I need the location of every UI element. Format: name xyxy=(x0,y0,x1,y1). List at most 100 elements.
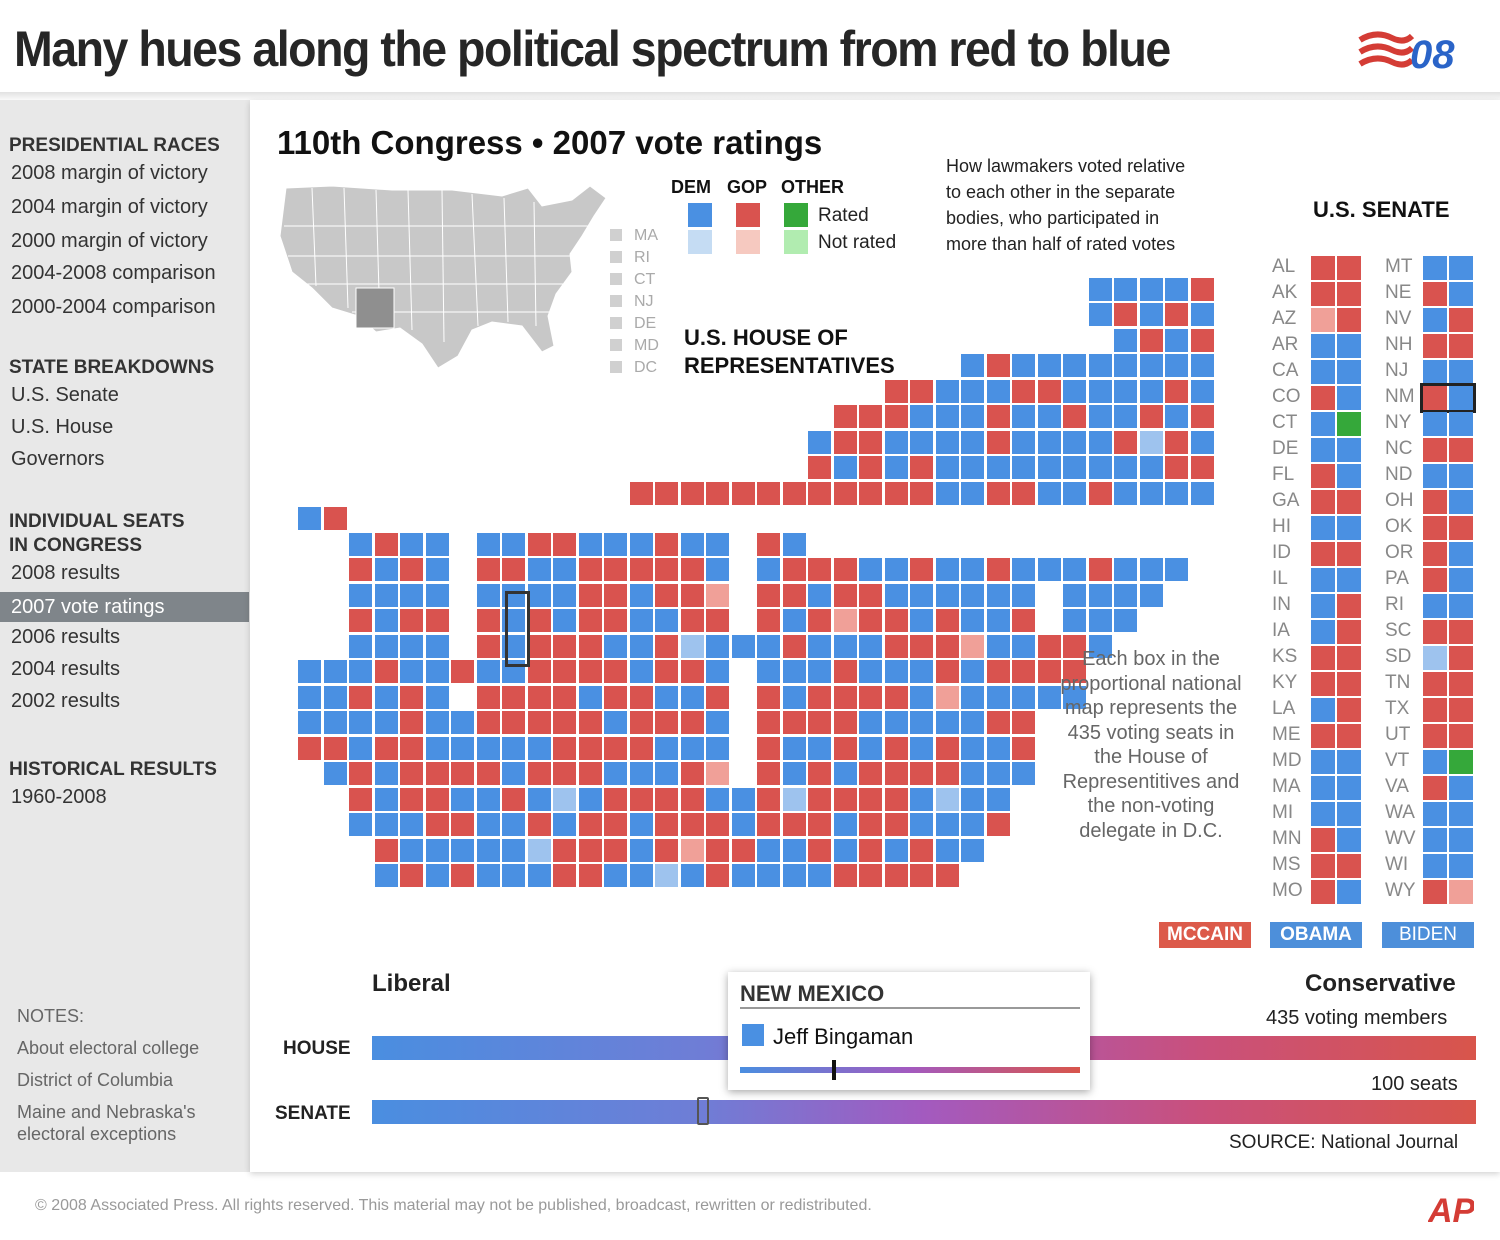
house-seat[interactable] xyxy=(476,736,500,760)
house-seat[interactable] xyxy=(553,838,576,862)
nav-2002-results[interactable]: 2002 results xyxy=(11,690,120,712)
house-seat[interactable] xyxy=(1165,405,1188,428)
house-seat[interactable] xyxy=(986,481,1010,505)
nav-2008-results[interactable]: 2008 results xyxy=(11,562,120,584)
senate-seat[interactable] xyxy=(1311,464,1335,488)
house-seat[interactable] xyxy=(757,762,780,785)
house-seat[interactable] xyxy=(1012,762,1035,785)
house-seat[interactable] xyxy=(604,583,627,607)
house-seat[interactable] xyxy=(961,813,984,836)
house-seat[interactable] xyxy=(298,685,321,709)
house-seat[interactable] xyxy=(655,558,678,581)
senate-seat[interactable] xyxy=(1337,308,1361,332)
house-seat[interactable] xyxy=(1037,379,1061,403)
house-seat[interactable] xyxy=(808,481,831,505)
house-seat[interactable] xyxy=(553,532,576,556)
house-seat[interactable] xyxy=(1012,481,1035,505)
house-seat[interactable] xyxy=(1190,379,1214,403)
house-seat[interactable] xyxy=(706,558,729,581)
senate-seat[interactable] xyxy=(1423,646,1447,670)
house-seat[interactable] xyxy=(961,430,984,454)
house-seat[interactable] xyxy=(502,711,525,734)
house-seat[interactable] xyxy=(527,762,551,785)
house-seat[interactable] xyxy=(680,481,704,505)
house-seat[interactable] xyxy=(1114,379,1137,403)
house-seat[interactable] xyxy=(400,838,423,862)
house-seat[interactable] xyxy=(527,634,551,658)
small-state-md[interactable]: MD xyxy=(610,337,659,355)
house-seat[interactable] xyxy=(578,838,602,862)
house-seat[interactable] xyxy=(986,736,1010,760)
house-seat[interactable] xyxy=(1012,583,1035,607)
house-seat[interactable] xyxy=(757,660,780,683)
house-seat[interactable] xyxy=(323,762,347,785)
house-seat[interactable] xyxy=(859,711,882,734)
house-seat[interactable] xyxy=(884,711,908,734)
house-seat[interactable] xyxy=(961,685,984,709)
senate-seat[interactable] xyxy=(1449,854,1473,878)
house-seat[interactable] xyxy=(833,838,857,862)
house-seat[interactable] xyxy=(1088,354,1112,377)
senate-seat[interactable] xyxy=(1423,594,1447,618)
senate-seat[interactable] xyxy=(1311,386,1335,410)
house-seat[interactable] xyxy=(986,813,1010,836)
house-seat[interactable] xyxy=(425,762,449,785)
senate-seat[interactable] xyxy=(1449,516,1473,540)
house-seat[interactable] xyxy=(374,660,398,683)
house-seat[interactable] xyxy=(782,838,806,862)
house-seat[interactable] xyxy=(731,787,755,811)
house-seat[interactable] xyxy=(1190,277,1214,301)
senate-seat[interactable] xyxy=(1311,490,1335,514)
house-seat[interactable] xyxy=(553,634,576,658)
house-seat[interactable] xyxy=(859,405,882,428)
house-seat[interactable] xyxy=(1037,481,1061,505)
house-seat[interactable] xyxy=(808,456,831,479)
house-seat[interactable] xyxy=(629,762,653,785)
note-electoral-college[interactable]: About electoral college xyxy=(17,1038,200,1058)
house-seat[interactable] xyxy=(323,736,347,760)
house-seat[interactable] xyxy=(680,660,704,683)
house-seat[interactable] xyxy=(476,762,500,785)
house-seat[interactable] xyxy=(680,864,704,887)
house-seat[interactable] xyxy=(400,558,423,581)
senate-seat[interactable] xyxy=(1337,802,1361,826)
senate-seat[interactable] xyxy=(1337,698,1361,722)
house-seat[interactable] xyxy=(986,583,1010,607)
house-seat[interactable] xyxy=(1190,481,1214,505)
senate-seat[interactable] xyxy=(1449,308,1473,332)
house-seat[interactable] xyxy=(578,864,602,887)
house-seat[interactable] xyxy=(604,711,627,734)
house-seat[interactable] xyxy=(808,813,831,836)
house-seat[interactable] xyxy=(655,813,678,836)
house-seat[interactable] xyxy=(655,711,678,734)
house-seat[interactable] xyxy=(527,736,551,760)
senate-seat[interactable] xyxy=(1423,724,1447,748)
senate-seat[interactable] xyxy=(1311,568,1335,592)
house-seat[interactable] xyxy=(935,456,959,479)
small-state-de[interactable]: DE xyxy=(610,315,656,333)
house-seat[interactable] xyxy=(910,379,933,403)
house-seat[interactable] xyxy=(553,787,576,811)
note-district-of-columbia[interactable]: District of Columbia xyxy=(17,1070,174,1090)
senate-seat[interactable] xyxy=(1423,360,1447,384)
house-seat[interactable] xyxy=(757,711,780,734)
house-seat[interactable] xyxy=(757,787,780,811)
house-seat[interactable] xyxy=(731,813,755,836)
house-seat[interactable] xyxy=(808,762,831,785)
house-seat[interactable] xyxy=(680,711,704,734)
house-seat[interactable] xyxy=(655,864,678,887)
house-seat[interactable] xyxy=(502,787,525,811)
small-state-ri[interactable]: RI xyxy=(610,249,650,267)
house-seat[interactable] xyxy=(374,813,398,836)
house-seat[interactable] xyxy=(910,660,933,683)
senate-seat[interactable] xyxy=(1449,282,1473,306)
house-seat[interactable] xyxy=(527,711,551,734)
house-seat[interactable] xyxy=(1088,405,1112,428)
house-seat[interactable] xyxy=(349,660,372,683)
house-seat[interactable] xyxy=(1139,354,1163,377)
senate-seat[interactable] xyxy=(1449,724,1473,748)
senate-seat[interactable] xyxy=(1449,672,1473,696)
senate-seat[interactable] xyxy=(1311,360,1335,384)
house-seat[interactable] xyxy=(604,609,627,632)
senate-seat[interactable] xyxy=(1423,386,1447,410)
